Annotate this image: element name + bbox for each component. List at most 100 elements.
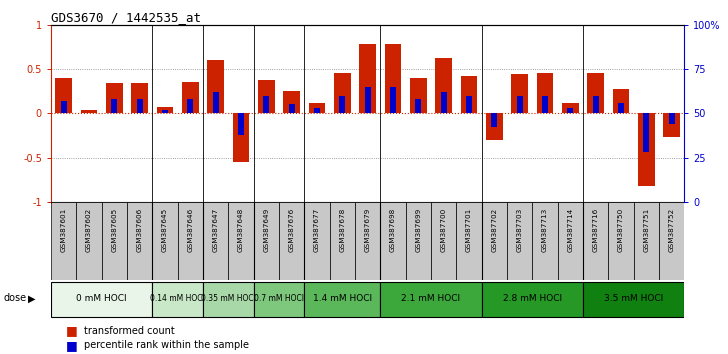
Bar <box>390 87 396 113</box>
Text: GSM387702: GSM387702 <box>491 208 497 252</box>
Text: ■: ■ <box>66 339 77 352</box>
Text: 3.5 mM HOCl: 3.5 mM HOCl <box>604 294 663 303</box>
Bar <box>537 73 553 113</box>
Bar <box>203 202 229 280</box>
Bar <box>162 110 168 113</box>
Bar <box>532 202 558 280</box>
Bar <box>663 113 680 137</box>
Text: GSM387676: GSM387676 <box>288 208 295 252</box>
Text: GSM387648: GSM387648 <box>238 208 244 252</box>
Bar <box>380 202 405 280</box>
Bar <box>618 103 624 113</box>
Text: 2.8 mM HOCl: 2.8 mM HOCl <box>503 294 562 303</box>
Text: 0.7 mM HOCl: 0.7 mM HOCl <box>254 294 304 303</box>
Bar <box>644 113 649 152</box>
Bar <box>279 202 304 280</box>
Bar <box>431 202 456 280</box>
Text: GSM387700: GSM387700 <box>440 208 447 252</box>
Text: GSM387602: GSM387602 <box>86 208 92 252</box>
Bar <box>482 202 507 280</box>
Bar <box>511 74 528 113</box>
Bar <box>583 282 684 316</box>
Text: GSM387703: GSM387703 <box>517 208 523 252</box>
Bar <box>152 202 178 280</box>
Bar <box>542 96 548 113</box>
Bar <box>613 89 629 113</box>
Bar <box>213 92 218 113</box>
Bar <box>380 282 482 316</box>
Bar <box>152 282 203 316</box>
Bar <box>405 202 431 280</box>
Text: 1.4 mM HOCl: 1.4 mM HOCl <box>313 294 372 303</box>
Bar <box>435 58 452 113</box>
Bar <box>491 113 497 127</box>
Text: GSM387601: GSM387601 <box>60 208 67 252</box>
Bar <box>440 92 446 113</box>
Bar <box>55 78 72 113</box>
Text: GSM387677: GSM387677 <box>314 208 320 252</box>
Text: GSM387678: GSM387678 <box>339 208 345 252</box>
Text: GDS3670 / 1442535_at: GDS3670 / 1442535_at <box>51 11 201 24</box>
Text: GSM387645: GSM387645 <box>162 208 168 252</box>
Text: GSM387647: GSM387647 <box>213 208 218 252</box>
Bar <box>51 282 152 316</box>
Bar <box>558 202 583 280</box>
Bar <box>304 202 330 280</box>
Bar <box>60 101 66 113</box>
Text: transformed count: transformed count <box>84 326 175 336</box>
Bar <box>355 202 380 280</box>
Text: GSM387752: GSM387752 <box>668 208 675 252</box>
Bar <box>466 96 472 113</box>
Text: 0 mM HOCl: 0 mM HOCl <box>76 294 127 303</box>
Bar <box>507 202 532 280</box>
Bar <box>207 60 224 113</box>
Text: GSM387679: GSM387679 <box>365 208 371 252</box>
Bar <box>203 282 253 316</box>
Bar <box>410 78 427 113</box>
Bar <box>416 99 422 113</box>
Text: GSM387750: GSM387750 <box>618 208 624 252</box>
Bar <box>178 202 203 280</box>
Bar <box>330 202 355 280</box>
Bar <box>587 73 604 113</box>
Bar <box>339 96 345 113</box>
Bar <box>360 44 376 113</box>
Text: GSM387713: GSM387713 <box>542 208 548 252</box>
Text: GSM387699: GSM387699 <box>415 208 422 252</box>
Bar <box>111 99 117 113</box>
Bar <box>659 202 684 280</box>
Text: 0.14 mM HOCl: 0.14 mM HOCl <box>150 294 205 303</box>
Bar <box>562 103 579 113</box>
Bar <box>233 113 249 162</box>
Text: GSM387698: GSM387698 <box>390 208 396 252</box>
Text: GSM387751: GSM387751 <box>644 208 649 252</box>
Bar <box>76 202 102 280</box>
Bar <box>187 99 193 113</box>
Bar <box>131 83 148 113</box>
Text: GSM387701: GSM387701 <box>466 208 472 252</box>
Bar <box>258 80 274 113</box>
Bar <box>309 103 325 113</box>
Text: GSM387716: GSM387716 <box>593 208 598 252</box>
Bar <box>609 202 633 280</box>
Bar <box>127 202 152 280</box>
Bar <box>567 108 573 113</box>
Bar <box>137 99 143 113</box>
Bar <box>238 113 244 135</box>
Bar <box>289 104 295 113</box>
Text: ▶: ▶ <box>28 293 35 303</box>
Bar <box>486 113 502 140</box>
Bar <box>51 202 76 280</box>
Text: GSM387649: GSM387649 <box>264 208 269 252</box>
Bar <box>253 202 279 280</box>
Text: GSM387646: GSM387646 <box>187 208 194 252</box>
Text: GSM387714: GSM387714 <box>567 208 574 252</box>
Bar <box>482 282 583 316</box>
Bar <box>102 202 127 280</box>
Bar <box>456 202 482 280</box>
Text: GSM387605: GSM387605 <box>111 208 117 252</box>
Bar <box>384 44 401 113</box>
Bar <box>461 76 478 113</box>
Bar <box>638 113 654 186</box>
Bar <box>229 202 253 280</box>
